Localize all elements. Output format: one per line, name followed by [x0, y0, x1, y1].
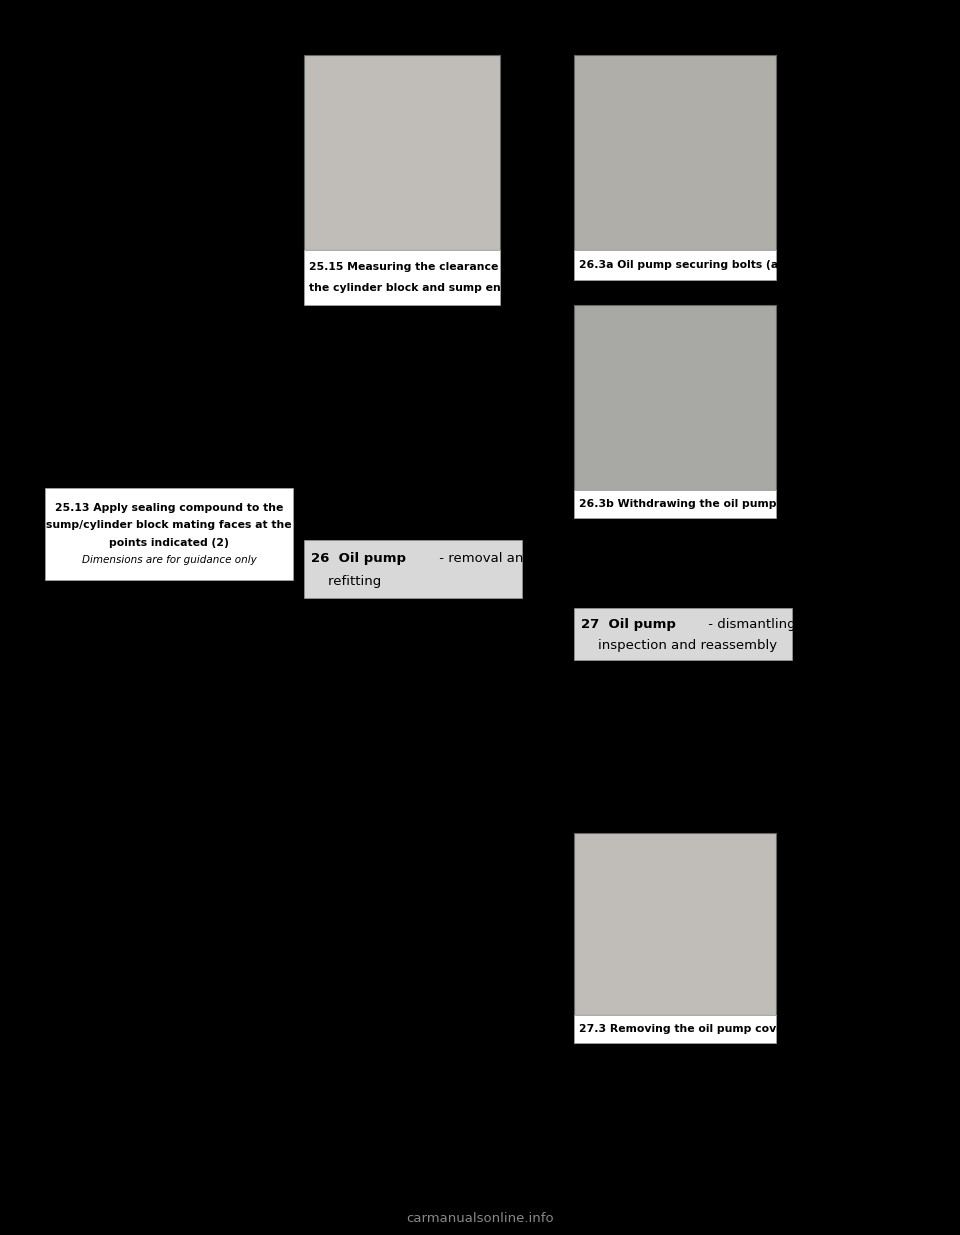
Bar	[304, 540, 522, 598]
Text: sump/cylinder block mating faces at the: sump/cylinder block mating faces at the	[46, 520, 292, 530]
Bar	[574, 1015, 776, 1044]
Bar	[45, 488, 293, 580]
Text: the cylinder block and sump end faces: the cylinder block and sump end faces	[309, 283, 544, 293]
Text: 27.3 Removing the oil pump cover: 27.3 Removing the oil pump cover	[579, 1024, 789, 1034]
Text: 27  Oil pump: 27 Oil pump	[581, 619, 676, 631]
Text: 26  Oil pump: 26 Oil pump	[311, 552, 406, 566]
Bar	[304, 249, 500, 305]
Bar	[574, 249, 776, 280]
Text: 26.3a Oil pump securing bolts (arrowed): 26.3a Oil pump securing bolts (arrowed)	[579, 261, 827, 270]
Text: points indicated (2): points indicated (2)	[109, 537, 228, 548]
Bar	[574, 832, 776, 1015]
Text: refitting: refitting	[311, 576, 381, 588]
Bar	[304, 56, 500, 249]
Bar	[574, 490, 776, 517]
Text: carmanualsonline.info: carmanualsonline.info	[406, 1212, 554, 1224]
Text: Dimensions are for guidance only: Dimensions are for guidance only	[82, 556, 256, 566]
Text: - dismantling,: - dismantling,	[705, 619, 801, 631]
Text: 25.15 Measuring the clearance between: 25.15 Measuring the clearance between	[309, 262, 555, 272]
Text: 26.3b Withdrawing the oil pump: 26.3b Withdrawing the oil pump	[579, 499, 777, 509]
Bar	[574, 608, 792, 659]
Bar	[574, 305, 776, 490]
Text: 25.13 Apply sealing compound to the: 25.13 Apply sealing compound to the	[55, 503, 283, 513]
Bar	[574, 56, 776, 249]
Text: inspection and reassembly: inspection and reassembly	[581, 638, 778, 652]
Text: - removal and: - removal and	[435, 552, 532, 566]
